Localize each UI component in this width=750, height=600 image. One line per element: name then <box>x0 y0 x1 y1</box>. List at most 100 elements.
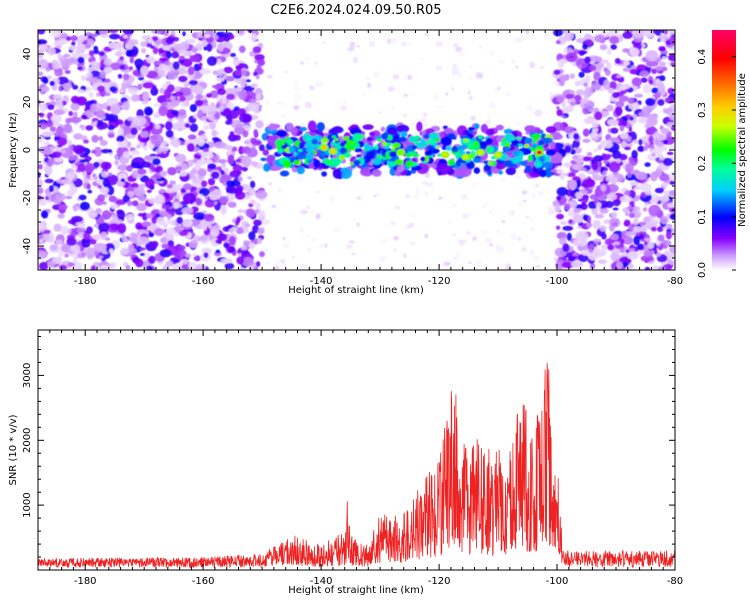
heatmap-blob <box>57 98 64 102</box>
heatmap-blob <box>141 35 148 40</box>
heatmap-blob <box>252 225 259 234</box>
heatmap-blob <box>166 70 178 80</box>
heatmap-blob <box>586 222 593 228</box>
heatmap-blob <box>174 207 185 216</box>
heatmap-blob <box>161 142 166 148</box>
heatmap-blob <box>568 219 573 224</box>
heatmap-blob <box>495 152 501 157</box>
heatmap-blob <box>316 122 325 132</box>
heatmap-blob <box>420 117 428 123</box>
heatmap-blob <box>38 49 44 54</box>
heatmap-blob <box>575 89 585 96</box>
heatmap-blob <box>276 130 288 138</box>
heatmap-blob <box>50 194 57 200</box>
heatmap-blob <box>658 195 670 202</box>
heatmap-blob <box>77 66 83 71</box>
heatmap-blob <box>405 194 411 199</box>
heatmap-blob <box>274 138 286 147</box>
heatmap-blob <box>154 228 164 236</box>
heatmap-blob <box>97 119 104 126</box>
heatmap-blob <box>159 249 172 258</box>
heatmap-blob <box>77 163 86 172</box>
heatmap-blob <box>167 118 174 122</box>
heatmap-blob <box>597 259 608 265</box>
heatmap-blob <box>406 41 412 46</box>
heatmap-blob <box>165 81 172 85</box>
heatmap-blob <box>216 233 228 242</box>
heatmap-blob <box>463 155 469 160</box>
heatmap-blob <box>193 255 201 262</box>
heatmap-blob <box>39 103 47 112</box>
heatmap-blob <box>597 144 602 151</box>
heatmap-blob <box>472 260 480 265</box>
heatmap-blob <box>606 62 612 70</box>
heatmap-blob <box>169 99 180 107</box>
heatmap-blob <box>631 77 642 87</box>
heatmap-blob <box>506 92 512 97</box>
heatmap-blob <box>403 93 409 98</box>
heatmap-blob <box>67 262 75 267</box>
heatmap-blob <box>331 135 336 139</box>
heatmap-blob <box>319 151 326 158</box>
heatmap-blob <box>561 261 574 269</box>
heatmap-blob <box>382 141 388 146</box>
heatmap-blob <box>299 126 308 132</box>
heatmap-blob <box>489 209 494 213</box>
heatmap-blob <box>577 198 585 202</box>
heatmap-blob <box>339 105 348 111</box>
heatmap-blob <box>424 150 433 156</box>
heatmap-blob <box>398 150 404 155</box>
heatmap-blob <box>223 66 233 74</box>
heatmap-blob <box>659 61 666 67</box>
heatmap-blob <box>253 129 258 137</box>
heatmap-blob <box>227 154 235 165</box>
heatmap-blob <box>100 265 110 270</box>
heatmap-blob <box>38 59 49 70</box>
heatmap-blob <box>152 46 159 55</box>
heatmap-blob <box>414 256 418 260</box>
heatmap-blob <box>549 92 553 96</box>
heatmap-blob <box>372 71 380 78</box>
heatmap-blob <box>78 89 85 93</box>
heatmap-blob <box>70 244 81 253</box>
heatmap-blob <box>397 89 400 92</box>
heatmap-blob <box>640 225 648 233</box>
heatmap-blob <box>119 88 125 94</box>
heatmap-blob <box>393 248 398 253</box>
heatmap-blob <box>599 225 607 232</box>
heatmap-blob <box>52 188 60 194</box>
heatmap-blob <box>477 150 483 155</box>
heatmap-blob <box>618 95 629 102</box>
heatmap-blob <box>298 142 304 149</box>
heatmap-blob <box>428 132 440 140</box>
heatmap-blob <box>165 227 176 235</box>
heatmap-blob <box>227 201 237 208</box>
heatmap-blob <box>346 244 353 249</box>
heatmap-blob <box>162 150 167 154</box>
heatmap-blob <box>165 188 176 194</box>
heatmap-blob <box>556 95 565 103</box>
heatmap-blob <box>225 75 235 82</box>
heatmap-blob <box>167 167 177 176</box>
heatmap-blob <box>203 94 207 100</box>
heatmap-blob <box>127 116 134 122</box>
heatmap-blob <box>171 51 180 59</box>
heatmap-blob <box>649 79 654 85</box>
heatmap-blob <box>321 171 327 177</box>
heatmap-blob <box>290 128 298 136</box>
heatmap-blob <box>644 162 651 167</box>
heatmap-blob <box>612 222 618 227</box>
heatmap-blob <box>87 189 93 194</box>
heatmap-blob <box>657 266 666 270</box>
heatmap-blob <box>568 256 576 262</box>
heatmap-blob <box>112 106 121 113</box>
heatmap-blob <box>184 253 192 258</box>
heatmap-blob <box>137 195 147 202</box>
heatmap-blob <box>101 210 112 220</box>
heatmap-blob <box>108 172 113 177</box>
heatmap-blob <box>339 167 353 179</box>
heatmap-blob <box>321 40 326 44</box>
heatmap-blob <box>162 52 166 58</box>
heatmap-blob <box>229 131 235 137</box>
